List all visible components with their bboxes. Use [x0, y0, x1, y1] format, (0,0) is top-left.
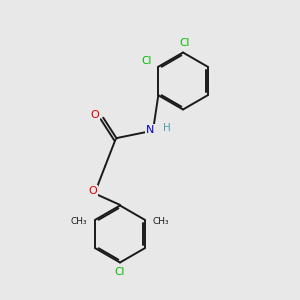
Text: CH₃: CH₃ [70, 217, 87, 226]
Text: Cl: Cl [115, 267, 125, 277]
Text: O: O [90, 110, 99, 120]
Text: N: N [146, 124, 154, 135]
Text: H: H [163, 123, 170, 133]
Text: O: O [88, 185, 98, 196]
Text: Cl: Cl [142, 56, 152, 66]
Text: Cl: Cl [179, 38, 190, 48]
Text: CH₃: CH₃ [153, 217, 169, 226]
